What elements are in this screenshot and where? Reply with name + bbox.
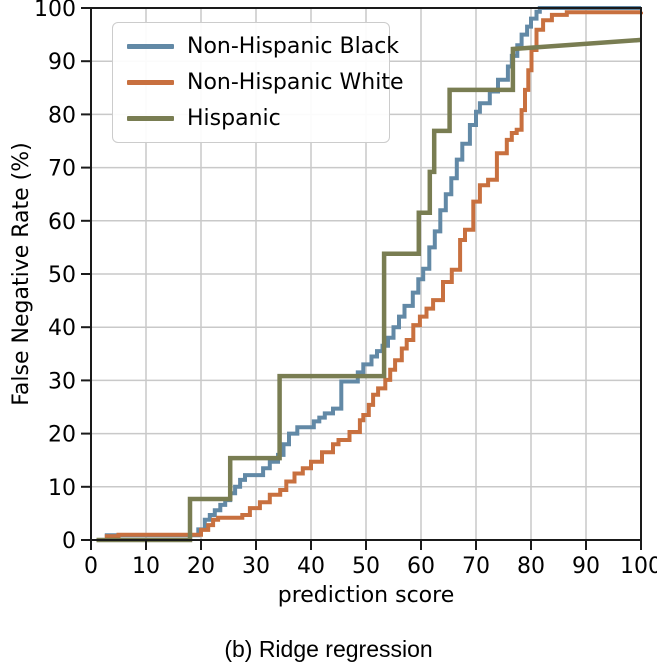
x-axis-label: prediction score: [278, 583, 454, 608]
legend-swatch-non-hispanic-black: [127, 44, 174, 49]
series-line-hispanic: [96, 37, 642, 543]
legend-item-hispanic: Hispanic: [127, 105, 375, 132]
axis-ticks: [81, 7, 642, 550]
legend-label-hispanic: Hispanic: [187, 105, 281, 131]
legend-item-non-hispanic-black: Non-Hispanic Black: [127, 33, 399, 60]
x-tick-label: 100: [620, 554, 657, 579]
legend-item-non-hispanic-white: Non-Hispanic White: [127, 69, 403, 96]
x-tick-label: 10: [132, 554, 160, 579]
series-line-non-hispanic-white: [104, 10, 643, 539]
y-axis-label: False Negative Rate (%): [9, 142, 34, 405]
y-tick-label: 0: [62, 529, 76, 554]
y-tick-label: 50: [48, 263, 76, 288]
x-tick-label: 50: [352, 554, 380, 579]
y-tick-label: 80: [48, 103, 76, 128]
x-tick-label: 70: [462, 554, 490, 579]
legend-label-non-hispanic-black: Non-Hispanic Black: [187, 33, 400, 59]
x-tick-label: 40: [297, 554, 325, 579]
x-tick-label: 20: [187, 554, 215, 579]
y-tick-label: 70: [48, 157, 76, 182]
y-tick-label: 30: [48, 369, 76, 394]
tick-labels: 0 10 20 30 40 50 60 70 80 90 100 0 10 20 30 40 50 60 70 80 9…: [34, 0, 657, 579]
y-tick-label: 90: [48, 50, 76, 75]
legend: Non-Hispanic Black Non-Hispanic White Hisp…: [112, 22, 403, 143]
figure-caption: (b) Ridge regression: [224, 636, 433, 662]
legend-label-non-hispanic-white: Non-Hispanic White: [187, 69, 404, 95]
x-tick-label: 30: [242, 554, 270, 579]
y-tick-label: 60: [48, 210, 76, 235]
y-tick-label: 20: [48, 423, 76, 448]
x-tick-label: 60: [407, 554, 435, 579]
x-tick-label: 90: [572, 554, 600, 579]
x-tick-label: 0: [84, 554, 98, 579]
legend-swatch-non-hispanic-white: [127, 80, 174, 85]
x-tick-label: 80: [517, 554, 545, 579]
y-tick-label: 10: [48, 476, 76, 501]
y-tick-label: 40: [48, 316, 76, 341]
y-tick-label: 100: [34, 0, 76, 22]
series-lines: [96, 6, 643, 543]
legend-swatch-hispanic: [127, 116, 174, 121]
